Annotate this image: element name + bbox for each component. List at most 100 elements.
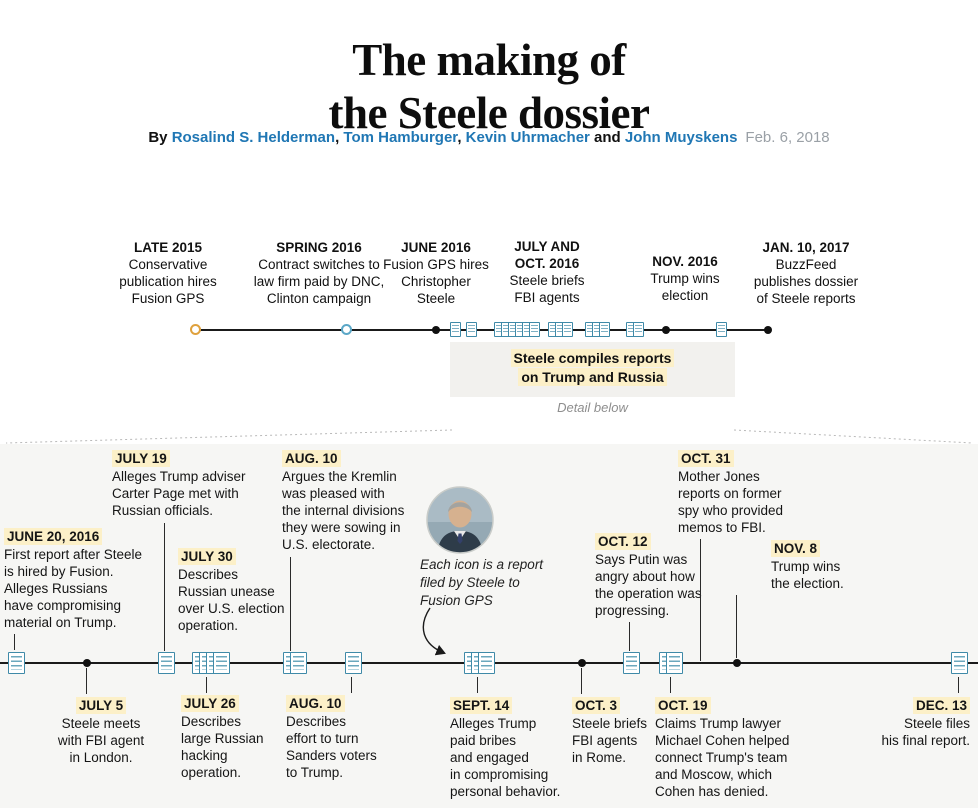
detail-event: AUG. 10 Argues the Kremlin was pleased w… bbox=[282, 450, 410, 553]
report-icon bbox=[450, 322, 461, 337]
detail-event: JULY 26 Describes large Russian hacking … bbox=[181, 695, 275, 781]
timeline-marker-circle-blue bbox=[341, 324, 352, 335]
report-icon bbox=[951, 652, 968, 674]
event-date: SPRING 2016 bbox=[276, 240, 362, 255]
report-icon bbox=[290, 652, 307, 674]
detail-event: SEPT. 14 Alleges Trump paid bribes and e… bbox=[450, 697, 562, 800]
report-icon bbox=[623, 652, 640, 674]
event-text: Argues the Kremlin was pleased with the … bbox=[282, 469, 405, 552]
connector-line bbox=[477, 677, 478, 693]
event-date: AUG. 10 bbox=[282, 450, 341, 467]
byline-separator: , bbox=[457, 129, 466, 146]
detail-event: JULY 5 Steele meets with FBI agent in Lo… bbox=[54, 697, 148, 766]
overview-event: NOV. 2016 Trump wins election bbox=[641, 253, 729, 304]
event-text: Trump wins the election. bbox=[771, 559, 844, 591]
funnel-lines bbox=[5, 429, 973, 444]
event-text: Steele briefs FBI agents bbox=[509, 273, 585, 305]
author-link[interactable]: John Muyskens bbox=[624, 129, 738, 146]
report-icon bbox=[466, 322, 477, 337]
event-text: Steele meets with FBI agent in London. bbox=[57, 716, 145, 765]
detail-event: OCT. 3 Steele briefs FBI agents in Rome. bbox=[572, 697, 662, 766]
event-date: OCT. 31 bbox=[678, 450, 734, 467]
connector-line bbox=[670, 677, 671, 693]
author-link[interactable]: Kevin Uhrmacher bbox=[465, 129, 590, 146]
timeline-dot bbox=[432, 326, 440, 334]
overview-timeline-line bbox=[196, 329, 768, 331]
report-icon bbox=[599, 322, 610, 337]
detail-event: JUNE 20, 2016 First report after Steele … bbox=[4, 528, 154, 631]
event-date: OCT. 3 bbox=[572, 697, 621, 714]
event-text: Describes large Russian hacking operatio… bbox=[181, 714, 264, 780]
report-icon bbox=[562, 322, 573, 337]
detail-event: OCT. 31 Mother Jones reports on former s… bbox=[678, 450, 794, 536]
event-text: Alleges Trump adviser Carter Page met wi… bbox=[112, 469, 246, 518]
byline: By Rosalind S. Helderman, Tom Hamburger,… bbox=[0, 129, 978, 146]
timeline-dot bbox=[578, 659, 586, 667]
event-text: Conservative publication hires Fusion GP… bbox=[119, 257, 217, 306]
detail-event: AUG. 10 Describes effort to turn Sanders… bbox=[286, 695, 380, 781]
author-link[interactable]: Rosalind S. Helderman bbox=[171, 129, 336, 146]
event-text: Contract switches to law firm paid by DN… bbox=[253, 257, 385, 306]
event-text: Describes Russian unease over U.S. elect… bbox=[178, 567, 285, 633]
detail-below-label: Detail below bbox=[557, 400, 628, 415]
detail-event: JULY 19 Alleges Trump adviser Carter Pag… bbox=[112, 450, 250, 519]
event-text: First report after Steele is hired by Fu… bbox=[4, 547, 143, 630]
connector-line bbox=[14, 634, 15, 650]
report-icon bbox=[345, 652, 362, 674]
connector-line bbox=[290, 557, 291, 651]
event-date: JUNE 2016 bbox=[401, 240, 471, 255]
connector-line bbox=[736, 595, 737, 658]
event-date: OCT. 19 bbox=[655, 697, 711, 714]
overview-event: JUNE 2016 Fusion GPS hires Christopher S… bbox=[381, 239, 491, 307]
detail-event: DEC. 13 Steele files his final report. bbox=[870, 697, 970, 749]
overview-event: LATE 2015 Conservative publication hires… bbox=[113, 239, 223, 307]
connector-line bbox=[206, 677, 207, 693]
report-icon bbox=[716, 322, 727, 337]
report-icon bbox=[213, 652, 230, 674]
event-text: Alleges Trump paid bribes and engaged in… bbox=[450, 716, 561, 799]
report-icon bbox=[158, 652, 175, 674]
byline-separator: , bbox=[335, 129, 344, 146]
overview-event: JAN. 10, 2017 BuzzFeed publishes dossier… bbox=[748, 239, 864, 307]
connector-line bbox=[164, 523, 165, 651]
event-date: JAN. 10, 2017 bbox=[762, 240, 850, 255]
detail-event: OCT. 19 Claims Trump lawyer Michael Cohe… bbox=[655, 697, 795, 800]
detail-event: OCT. 12 Says Putin was angry about how t… bbox=[595, 533, 709, 619]
event-date: JULY 5 bbox=[75, 697, 127, 714]
timeline-dot bbox=[764, 326, 772, 334]
event-text: Steele briefs FBI agents in Rome. bbox=[572, 716, 648, 765]
timeline-dot bbox=[83, 659, 91, 667]
timeline-marker-circle-orange bbox=[190, 324, 201, 335]
event-text: Fusion GPS hires Christopher Steele bbox=[383, 257, 489, 306]
connector-line bbox=[581, 668, 582, 694]
compiles-reports-label: Steele compiles reports on Trump and Rus… bbox=[450, 349, 735, 387]
event-text: Mother Jones reports on former spy who p… bbox=[678, 469, 784, 535]
overview-event: SPRING 2016 Contract switches to law fir… bbox=[244, 239, 394, 307]
author-link[interactable]: Tom Hamburger bbox=[343, 129, 458, 146]
event-date: JULY 26 bbox=[181, 695, 239, 712]
event-text: Says Putin was angry about how the opera… bbox=[595, 552, 702, 618]
event-text: Trump wins election bbox=[650, 271, 720, 303]
overview-event: JULY AND OCT. 2016 Steele briefs FBI age… bbox=[497, 238, 597, 306]
connector-line bbox=[351, 677, 352, 693]
event-text: BuzzFeed publishes dossier of Steele rep… bbox=[753, 257, 859, 306]
icon-caption: Each icon is a report filed by Steele to… bbox=[420, 557, 544, 608]
connector-line bbox=[958, 677, 959, 693]
report-icon bbox=[8, 652, 25, 674]
event-date: DEC. 13 bbox=[912, 697, 970, 714]
event-date: JUNE 20, 2016 bbox=[4, 528, 103, 545]
connector-line bbox=[629, 622, 630, 651]
timeline-dot bbox=[662, 326, 670, 334]
timeline-dot bbox=[733, 659, 741, 667]
event-date: JULY AND OCT. 2016 bbox=[514, 239, 580, 271]
event-date: NOV. 2016 bbox=[652, 254, 718, 269]
connector-line bbox=[86, 668, 87, 694]
report-icon bbox=[633, 322, 644, 337]
event-text: Describes effort to turn Sanders voters … bbox=[286, 714, 377, 780]
byline-separator: and bbox=[589, 129, 625, 146]
connector-line bbox=[700, 539, 701, 661]
detail-event: NOV. 8 Trump wins the election. bbox=[771, 540, 861, 592]
report-icon bbox=[666, 652, 683, 674]
detail-event: JULY 30 Describes Russian unease over U.… bbox=[178, 548, 288, 634]
